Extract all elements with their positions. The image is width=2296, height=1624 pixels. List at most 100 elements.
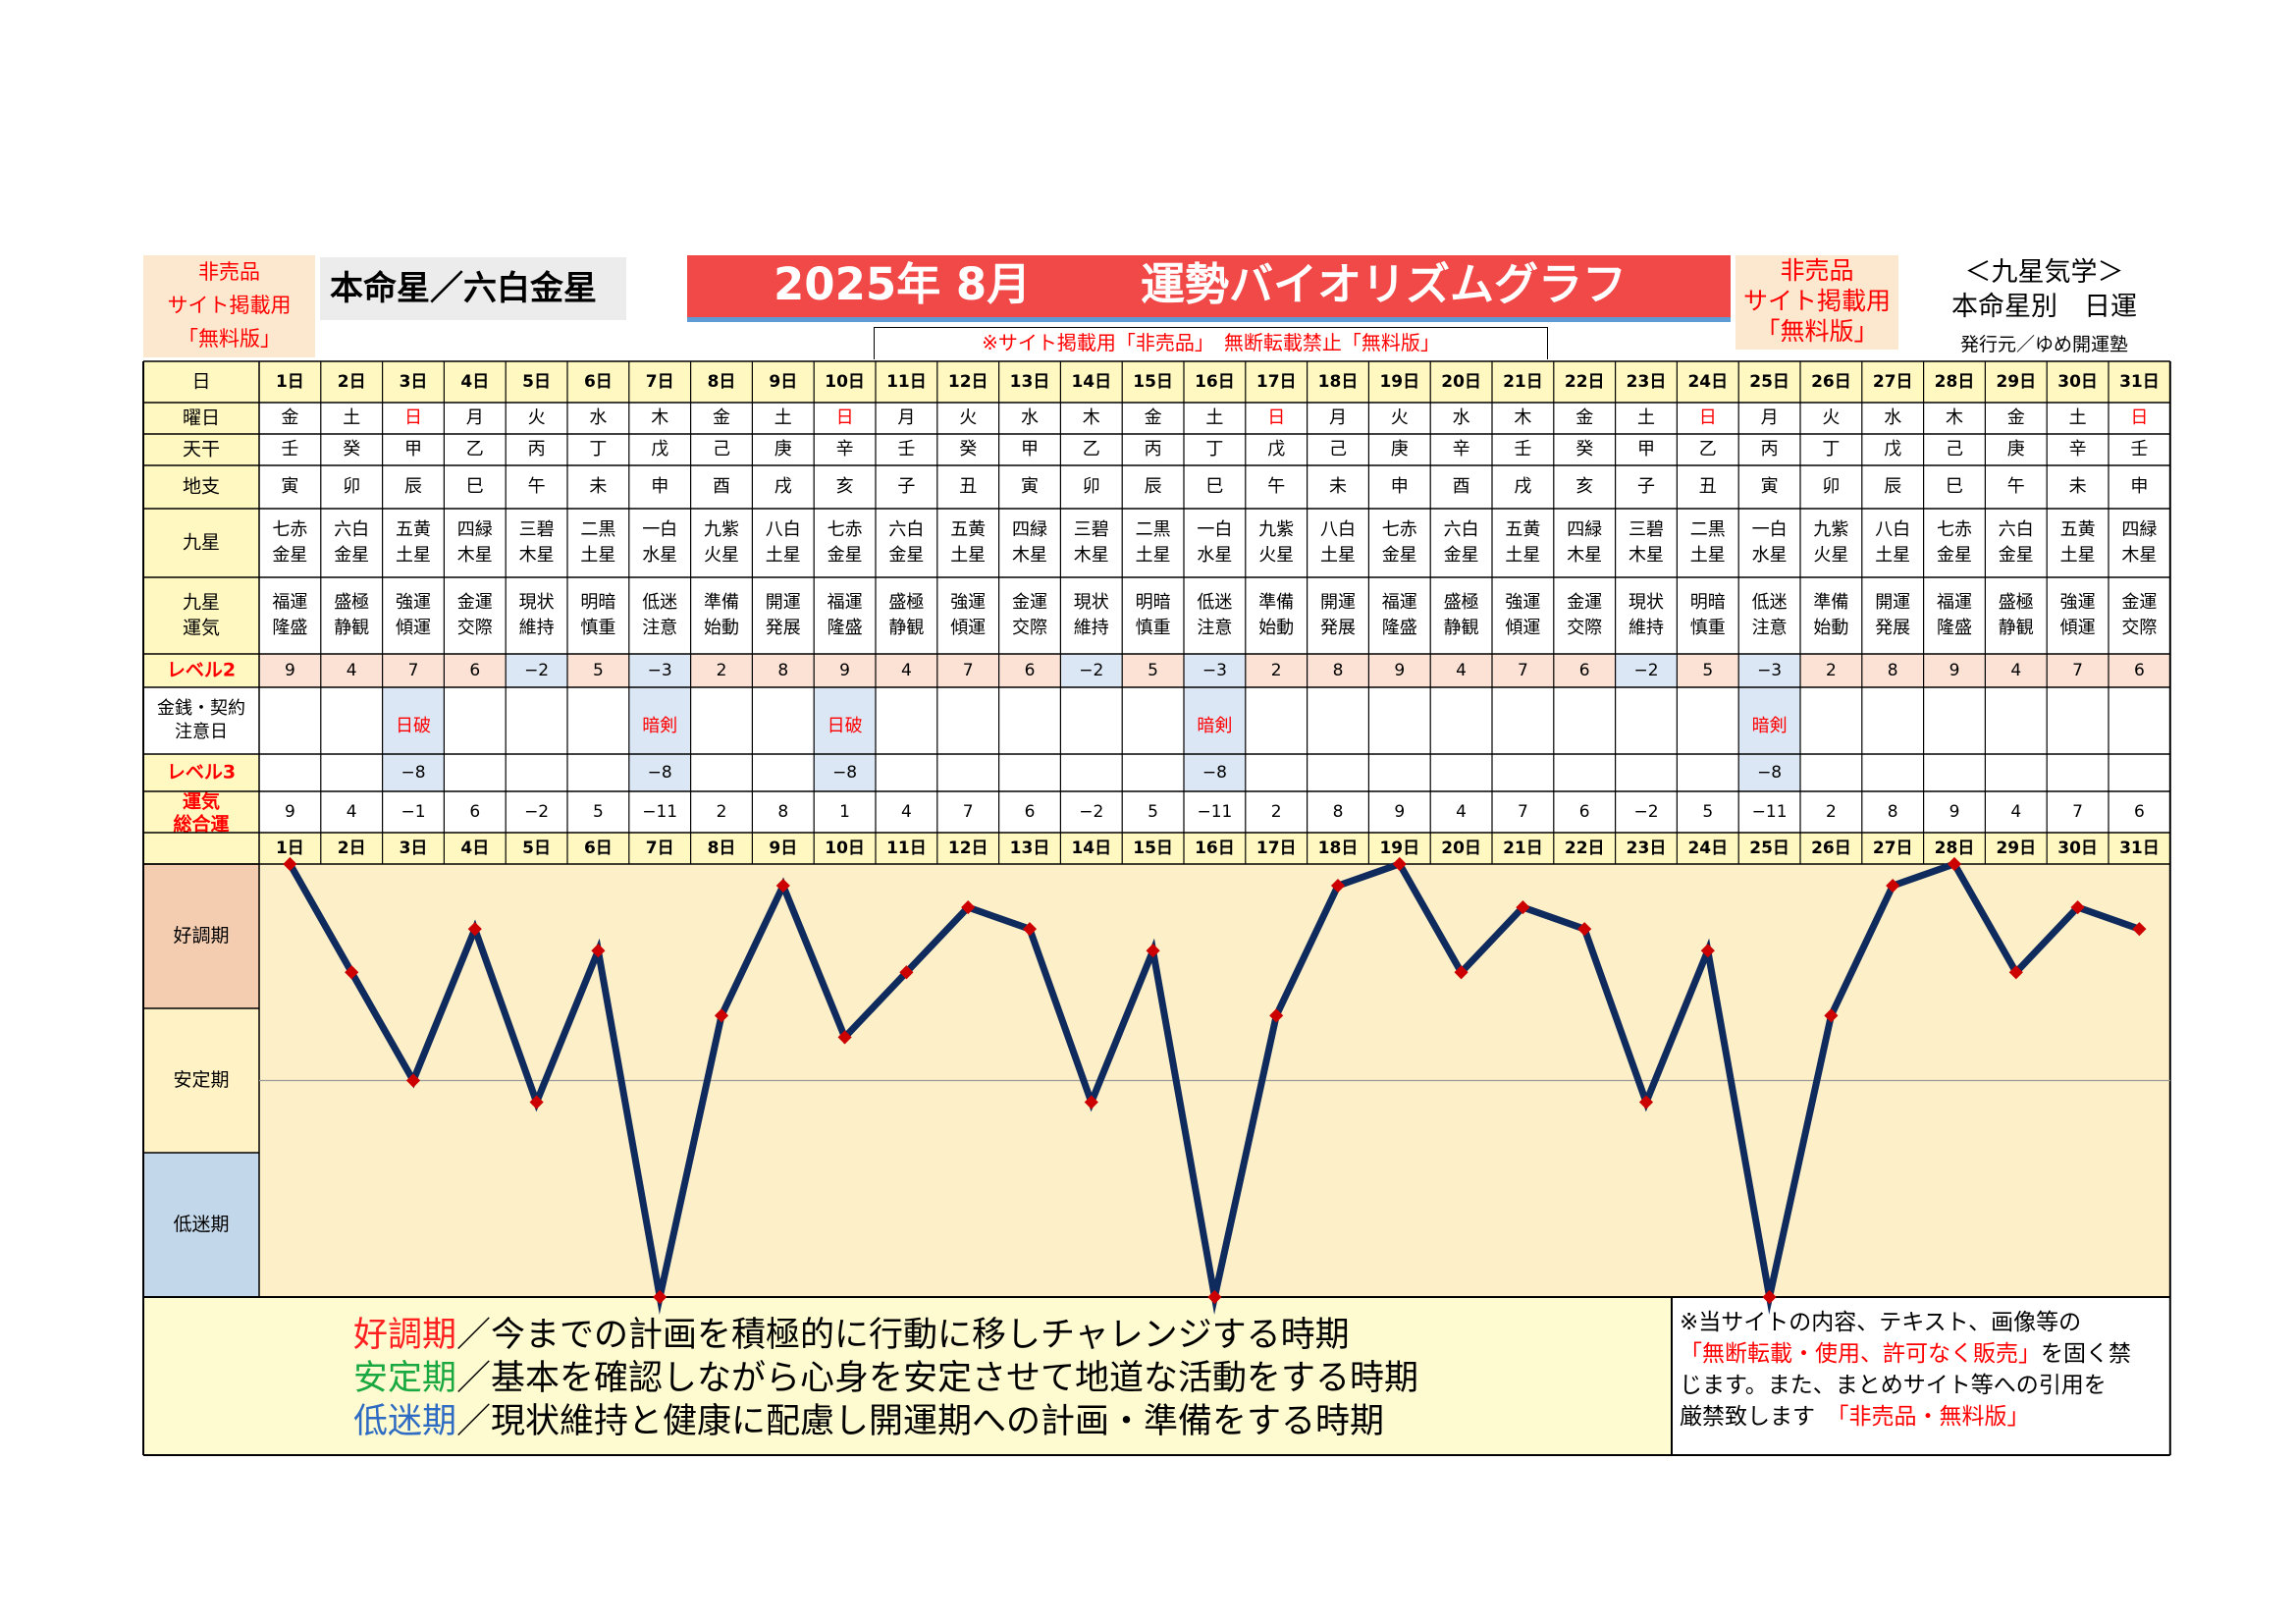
weekday-cell: 木	[651, 407, 668, 428]
cell-level2	[998, 654, 1061, 687]
data-point	[1146, 944, 1160, 958]
weekday-cell: 日	[404, 407, 422, 428]
row-label-text: 日	[191, 371, 210, 393]
star-cell: 金星	[1937, 545, 1972, 566]
nonsale-line: 非売品	[198, 260, 260, 284]
cell-star	[1553, 509, 1616, 577]
cell-money	[628, 687, 691, 754]
weekday-cell: 金	[2007, 407, 2025, 428]
star-cell: 土星	[1690, 545, 1726, 566]
luck-cell: 現状	[1074, 592, 1109, 613]
shi-cell: 巳	[466, 476, 484, 497]
star-cell: 五黄	[1505, 519, 1540, 540]
kan-cell: 壬	[2130, 439, 2148, 460]
cell-weekday	[752, 403, 815, 434]
cell-day2	[876, 833, 937, 864]
cell-total	[1368, 791, 1431, 833]
day-footer: 5日	[522, 839, 551, 858]
cell-luck	[1430, 577, 1492, 654]
level2-cell: 5	[593, 661, 604, 680]
weekday-cell: 日	[836, 407, 854, 428]
nonsale-line: 「無料版」	[1755, 317, 1879, 346]
day-header: 14日	[1071, 372, 1111, 392]
total-cell: 2	[717, 802, 727, 822]
level2-cell: −3	[1202, 661, 1227, 680]
star-cell: 八白	[1320, 519, 1356, 540]
shi-cell: 丑	[959, 476, 977, 497]
total-cell: 9	[1394, 802, 1405, 822]
year-month: 2025年 8月	[774, 258, 1032, 310]
cell-weekday	[1923, 403, 1986, 434]
shi-cell: 卯	[1822, 476, 1840, 497]
kan-cell: 辛	[2069, 439, 2087, 460]
star-cell: 一白	[1752, 519, 1788, 540]
luck-cell: 慎重	[580, 618, 615, 638]
cell-level3	[2109, 754, 2170, 791]
cell-level3	[382, 754, 445, 791]
cell-shi	[259, 465, 321, 509]
luck-cell: 交際	[2121, 618, 2157, 638]
shi-cell: 申	[1391, 476, 1409, 497]
cell-weekday	[1307, 403, 1369, 434]
luck-cell: 隆盛	[1937, 618, 1972, 638]
kan-cell: 丙	[1145, 439, 1162, 460]
cell-day2	[382, 833, 445, 864]
shi-cell: 巳	[1205, 476, 1223, 497]
cell-day	[320, 361, 383, 403]
day-header: 6日	[584, 372, 613, 392]
cell-day2	[1861, 833, 1924, 864]
cell-star	[1430, 509, 1492, 577]
shi-cell: 卯	[1083, 476, 1100, 497]
luck-cell: 隆盛	[828, 618, 863, 638]
luck-cell: 傾運	[396, 618, 431, 638]
cell-level3	[1492, 754, 1554, 791]
day-footer: 23日	[1627, 839, 1667, 858]
row-label-text: 地支	[183, 476, 220, 498]
weekday-cell: 水	[1453, 407, 1470, 428]
nonsale-line: 「無料版」	[178, 327, 281, 351]
star-cell: 土星	[1875, 545, 1910, 566]
cell-kan	[752, 434, 815, 465]
day-footer: 8日	[708, 839, 736, 858]
cell-money	[1492, 687, 1554, 754]
star-cell: 土星	[1320, 545, 1356, 566]
luck-cell: 福運	[1937, 592, 1972, 613]
row-label-text: レベル3	[167, 762, 236, 784]
row-label-kan	[143, 434, 259, 465]
weekday-cell: 金	[281, 407, 298, 428]
cell-shi	[1060, 465, 1123, 509]
star-cell: 木星	[519, 545, 555, 566]
cell-kan	[814, 434, 876, 465]
cell-weekday	[1861, 403, 1924, 434]
cell-luck	[444, 577, 507, 654]
weekday-cell: 金	[1575, 407, 1593, 428]
day-header: 30日	[2057, 372, 2098, 392]
level3-cell: −8	[1757, 763, 1782, 783]
total-cell: 7	[1518, 802, 1528, 822]
weekday-cell: 土	[2069, 407, 2087, 428]
cell-level2	[382, 654, 445, 687]
day-footer: 24日	[1687, 839, 1728, 858]
cell-day2	[1492, 833, 1554, 864]
cell-star	[444, 509, 507, 577]
luck-cell: 傾運	[1505, 618, 1540, 638]
cell-level2	[876, 654, 937, 687]
cell-shi	[1245, 465, 1308, 509]
cell-day	[1430, 361, 1492, 403]
cell-shi	[1368, 465, 1431, 509]
cell-level3	[1677, 754, 1739, 791]
kan-cell: 丙	[1761, 439, 1779, 460]
cell-shi	[2047, 465, 2109, 509]
luck-cell: 強運	[2060, 592, 2096, 613]
cell-day2	[1738, 833, 1800, 864]
shi-cell: 亥	[836, 476, 854, 497]
cell-shi	[320, 465, 383, 509]
star-cell: 三碧	[519, 519, 555, 540]
level2-cell: 8	[1888, 661, 1898, 680]
kyusei-line: 本命星別 日運	[1951, 292, 2137, 322]
cell-weekday	[259, 403, 321, 434]
cell-level3	[1245, 754, 1308, 791]
kan-cell: 甲	[404, 439, 422, 460]
cell-level3	[1615, 754, 1678, 791]
day-footer: 9日	[769, 839, 797, 858]
